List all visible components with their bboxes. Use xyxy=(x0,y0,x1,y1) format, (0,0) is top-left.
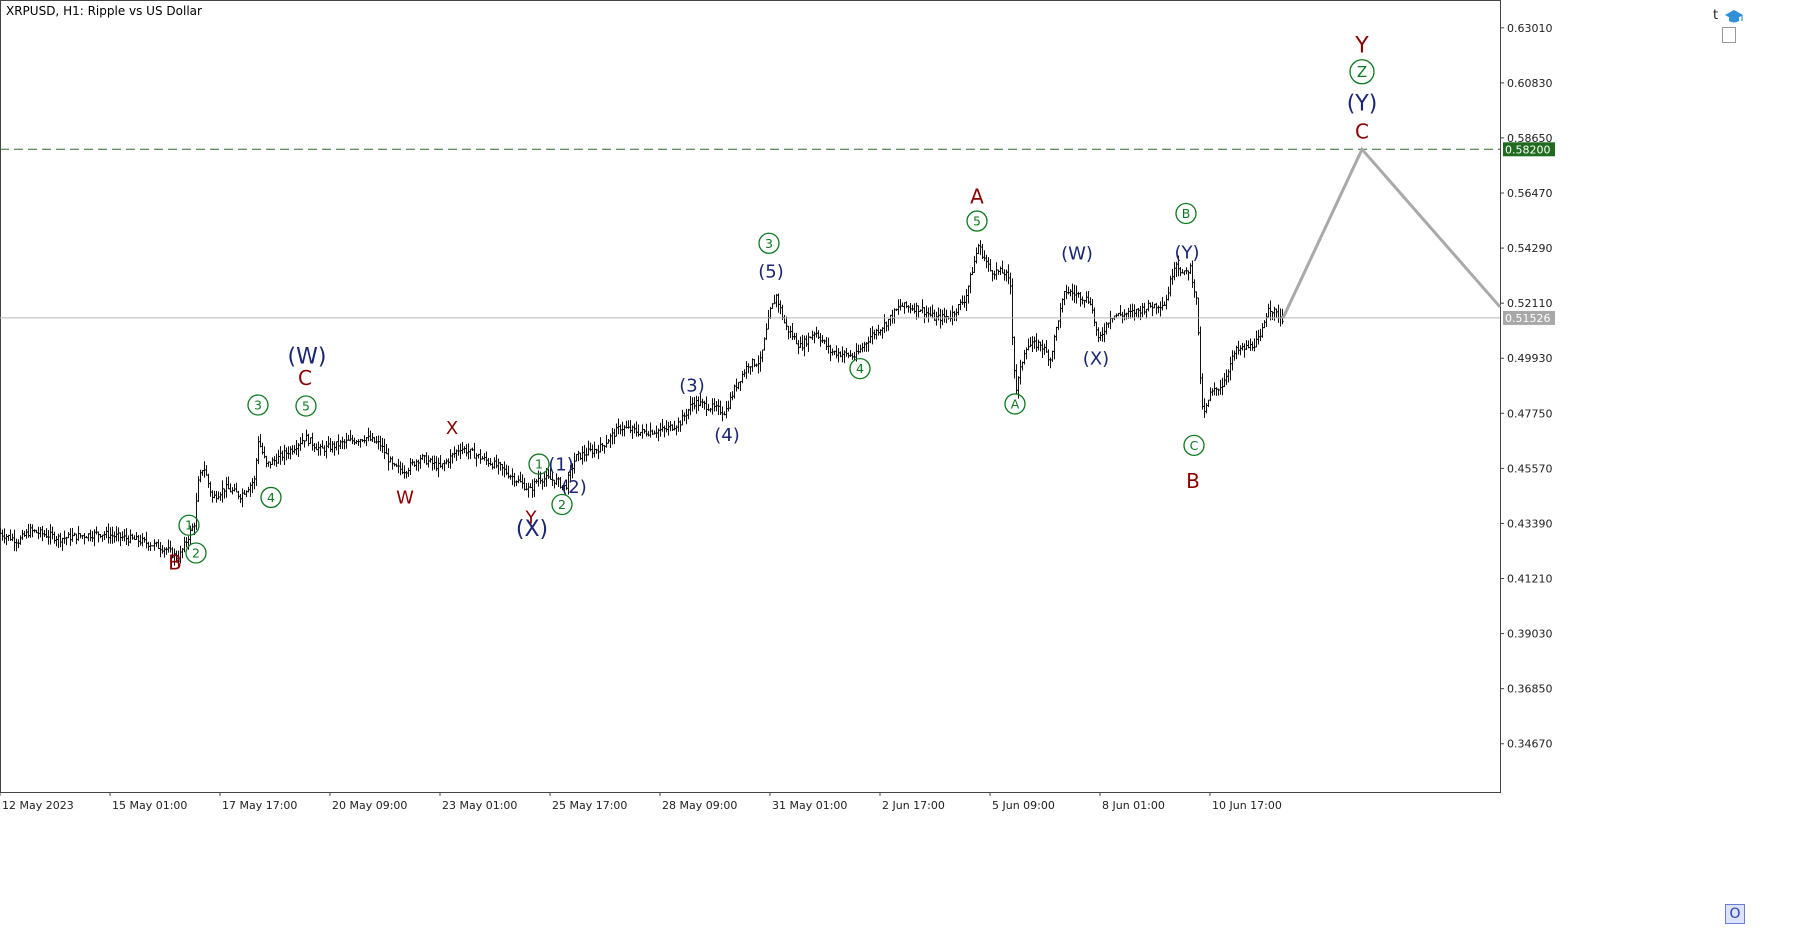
y-tick-label: 0.63010 xyxy=(1507,22,1553,35)
price-lines xyxy=(0,146,1502,319)
wave-label: 3 xyxy=(765,236,773,251)
wave-label: (4) xyxy=(714,425,740,446)
wave-label-circle xyxy=(178,514,200,536)
wave-label: (3) xyxy=(679,376,705,397)
y-tick-label: 0.34670 xyxy=(1507,738,1553,751)
wave-label-circle xyxy=(1183,434,1205,457)
wave-label: 5 xyxy=(973,214,981,229)
x-tick-label: 17 May 17:00 xyxy=(222,799,297,812)
wave-label: B xyxy=(168,550,182,574)
wave-label-circle xyxy=(247,394,269,416)
wave-label: (Y) xyxy=(1347,91,1378,116)
wave-label: (Y) xyxy=(1174,243,1199,264)
wave-label: (1) xyxy=(548,454,574,475)
wave-label: (W) xyxy=(1061,244,1093,265)
wave-label: A xyxy=(970,184,984,208)
wave-label-circle xyxy=(1004,393,1026,415)
page-icon[interactable] xyxy=(1722,27,1736,43)
wave-label: B xyxy=(1182,206,1191,221)
wave-label: 3 xyxy=(254,397,262,412)
current-price-tag xyxy=(1503,310,1555,325)
wave-label: C xyxy=(1355,120,1369,144)
x-tick-label: 20 May 09:00 xyxy=(332,799,407,812)
x-tick-label: 28 May 09:00 xyxy=(662,799,737,812)
wave-label: C xyxy=(298,366,312,390)
wave-label-circle xyxy=(528,453,550,475)
wave-label-circle xyxy=(1175,202,1197,225)
x-tick-label: 25 May 17:00 xyxy=(552,799,627,812)
x-tick-label: 12 May 2023 xyxy=(2,799,74,812)
wave-label: (5) xyxy=(758,261,784,282)
y-tick-label: 0.45570 xyxy=(1507,462,1553,475)
wave-label-circle xyxy=(758,232,780,254)
wave-label: Y xyxy=(525,507,538,528)
wave-label-circle xyxy=(185,542,207,564)
x-tick-label: 8 Jun 01:00 xyxy=(1102,799,1165,812)
y-tick-label: 0.47750 xyxy=(1507,407,1553,420)
target-price-label: 0.58200 xyxy=(1505,143,1551,156)
graduation-cap-icon[interactable] xyxy=(1724,7,1744,27)
plot-frame xyxy=(0,0,1501,793)
wave-label: B xyxy=(1186,469,1200,493)
wave-label-circle xyxy=(551,493,573,516)
wave-label: (X) xyxy=(1083,348,1109,369)
wave-label: Y xyxy=(1354,33,1369,58)
o-button[interactable]: O xyxy=(1725,904,1745,924)
wave-label: (2) xyxy=(561,477,587,498)
y-tick-label: 0.52110 xyxy=(1507,297,1553,310)
wave-label-circle xyxy=(260,486,282,509)
wave-label: 1 xyxy=(185,518,193,533)
wave-label: (X) xyxy=(516,517,548,542)
wave-label: 4 xyxy=(856,361,864,376)
plot-area xyxy=(0,0,1501,793)
wave-label-circle xyxy=(966,210,988,232)
y-tick-label: 0.41210 xyxy=(1507,573,1553,586)
wave-label: Z xyxy=(1357,63,1367,81)
wave-label-circle xyxy=(849,357,871,380)
wave-label: W xyxy=(396,488,414,509)
y-tick-label: 0.43390 xyxy=(1507,517,1553,530)
target-price-tag xyxy=(1503,142,1555,157)
y-tick-label: 0.36850 xyxy=(1507,683,1553,696)
x-tick-label: 5 Jun 09:00 xyxy=(992,799,1055,812)
x-tick-label: 31 May 01:00 xyxy=(772,799,847,812)
wave-label: A xyxy=(1011,396,1020,411)
wave-label-circle xyxy=(1349,59,1375,85)
trade-button[interactable]: t xyxy=(1713,8,1719,23)
wave-label: 2 xyxy=(192,546,200,561)
wave-label: 4 xyxy=(267,490,275,505)
wave-label: C xyxy=(1190,438,1199,453)
y-tick-label: 0.54290 xyxy=(1507,242,1553,255)
y-tick-label: 0.49930 xyxy=(1507,352,1553,365)
wave-label: (W) xyxy=(288,344,327,369)
current-price-label: 0.51526 xyxy=(1505,312,1551,325)
x-tick-label: 10 Jun 17:00 xyxy=(1212,799,1282,812)
chart-title: XRPUSD, H1: Ripple vs US Dollar xyxy=(6,4,202,18)
y-tick-label: 0.39030 xyxy=(1507,628,1553,641)
x-tick-label: 23 May 01:00 xyxy=(442,799,517,812)
axes: 0.63010 0.60830 0.58650 0.56470 0.54290 0.521… xyxy=(0,22,1555,812)
wave-label: 2 xyxy=(558,497,566,512)
wave-label: X xyxy=(446,418,458,439)
x-tick-label: 15 May 01:00 xyxy=(112,799,187,812)
y-tick-label: 0.60830 xyxy=(1507,77,1553,90)
wave-label: 1 xyxy=(535,457,543,472)
wave-label: 5 xyxy=(302,398,310,413)
y-tick-label: 0.58650 xyxy=(1507,132,1553,145)
projection-line xyxy=(1281,146,1502,319)
price-bars xyxy=(0,240,1284,567)
y-tick-label: 0.56470 xyxy=(1507,187,1553,200)
wave-label-circle xyxy=(295,395,317,417)
x-tick-label: 2 Jun 17:00 xyxy=(882,799,945,812)
